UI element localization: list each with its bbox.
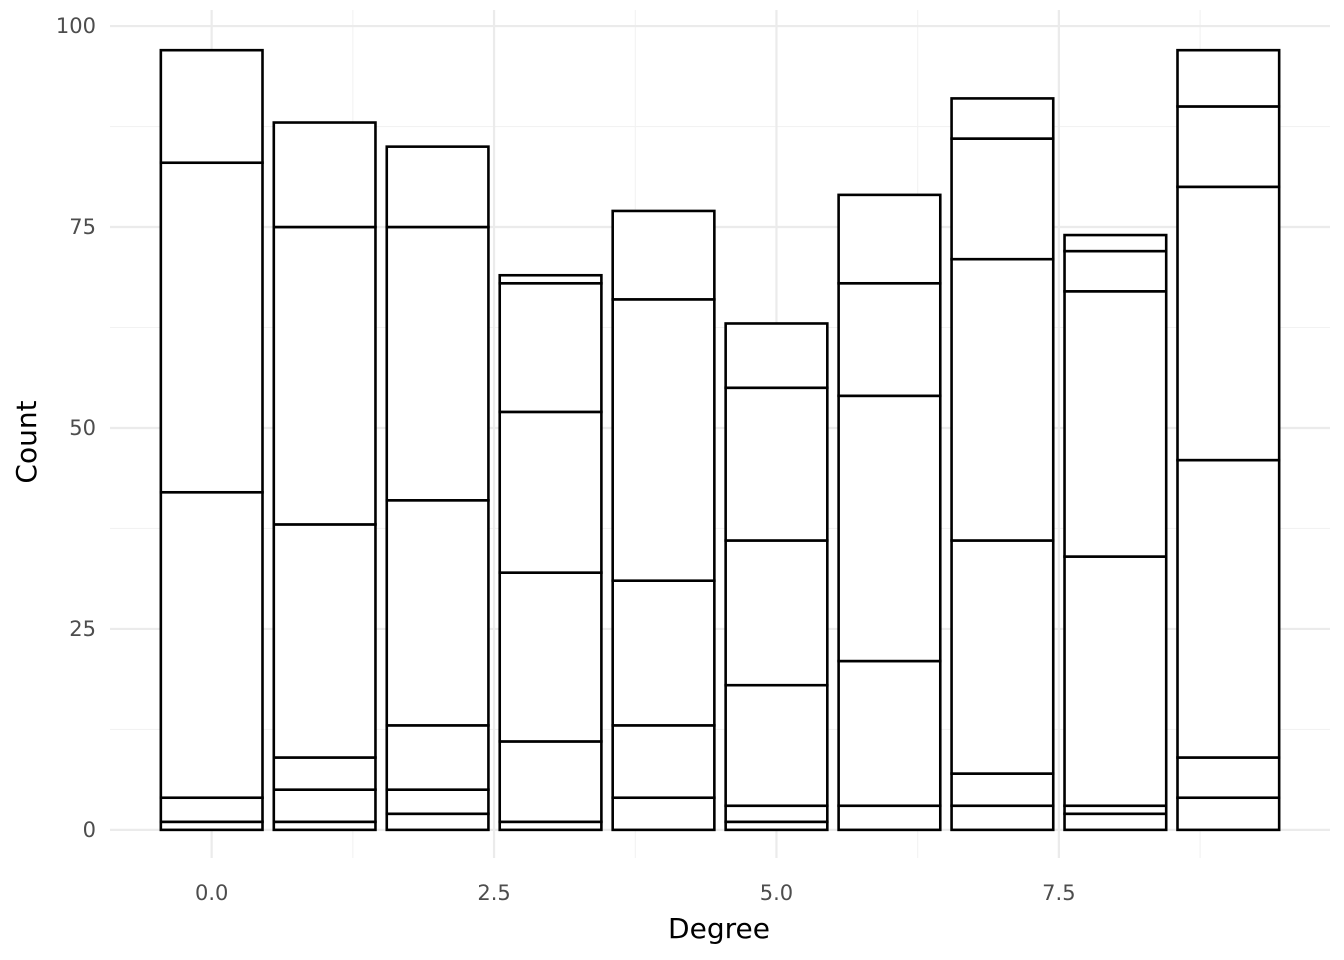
bar-segment (611, 579, 716, 727)
bar-segment (1063, 290, 1168, 558)
y-tick-label: 100 (56, 14, 96, 38)
bar-segment (385, 812, 490, 832)
y-axis-title: Count (10, 400, 43, 483)
y-tick-label: 25 (69, 617, 96, 641)
bar-segment (272, 225, 377, 526)
bar-stack-9 (1176, 48, 1281, 832)
x-axis-title: Degree (668, 912, 770, 945)
bar-stack-5 (724, 322, 829, 832)
bar-segment (1063, 812, 1168, 832)
bar-segment (1176, 48, 1281, 108)
bar-segment (1176, 185, 1281, 462)
bar-stack-0 (159, 48, 264, 832)
y-axis-tick-labels: 0 25 50 75 100 (56, 14, 96, 842)
bar-segment (1063, 249, 1168, 293)
y-tick-label: 0 (83, 818, 96, 842)
bar-segment (837, 281, 942, 398)
bar-stack-7 (950, 97, 1055, 832)
bar-stack-2 (385, 145, 490, 832)
bar-stack-6 (837, 193, 942, 832)
bar-segment (385, 499, 490, 727)
bar-segment (385, 225, 490, 502)
bar-segment (498, 740, 603, 824)
bar-segment (724, 804, 829, 824)
bar-segment (724, 322, 829, 390)
bar-segment (159, 161, 264, 494)
bar-segment (159, 490, 264, 800)
bar-segment (272, 788, 377, 824)
bar-segment (724, 683, 829, 808)
bar-segment (272, 121, 377, 229)
bar-segment (950, 772, 1055, 808)
bars (159, 48, 1281, 832)
bar-segment (950, 137, 1055, 261)
x-tick-label: 5.0 (760, 881, 793, 905)
bar-segment (385, 724, 490, 791)
bar-segment (1176, 105, 1281, 189)
bar-segment (498, 571, 603, 743)
bar-segment (1176, 458, 1281, 759)
bar-stack-4 (611, 209, 716, 832)
bar-segment (837, 394, 942, 663)
bar-segment (611, 298, 716, 582)
y-tick-label: 50 (69, 416, 96, 440)
bar-stack-1 (272, 121, 377, 832)
bar-segment (611, 209, 716, 301)
bar-segment (385, 145, 490, 229)
bar-segment (611, 796, 716, 832)
bar-segment (385, 788, 490, 816)
bar-segment (1176, 756, 1281, 800)
bar-segment (498, 273, 603, 285)
bar-segment (159, 796, 264, 824)
bar-stack-3 (498, 273, 603, 832)
bar-segment (159, 48, 264, 165)
bar-segment (950, 257, 1055, 542)
y-tick-label: 75 (69, 215, 96, 239)
bar-segment (724, 539, 829, 687)
bar-segment (1063, 233, 1168, 253)
bar-segment (498, 281, 603, 414)
bar-stack-8 (1063, 233, 1168, 832)
x-tick-label: 2.5 (477, 881, 510, 905)
bar-segment (1063, 555, 1168, 808)
bar-segment (837, 659, 942, 808)
bar-segment (950, 804, 1055, 832)
bar-segment (837, 804, 942, 832)
x-axis-tick-labels: 0.0 2.5 5.0 7.5 (195, 881, 1076, 905)
bar-segment (498, 410, 603, 574)
bar-segment (611, 724, 716, 800)
bar-segment (272, 523, 377, 759)
x-tick-label: 7.5 (1042, 881, 1075, 905)
bar-segment (837, 193, 942, 285)
bar-segment (272, 756, 377, 791)
bar-segment (1176, 796, 1281, 832)
bar-segment (950, 97, 1055, 140)
bar-segment (724, 386, 829, 542)
bar-segment (950, 539, 1055, 775)
x-tick-label: 0.0 (195, 881, 228, 905)
